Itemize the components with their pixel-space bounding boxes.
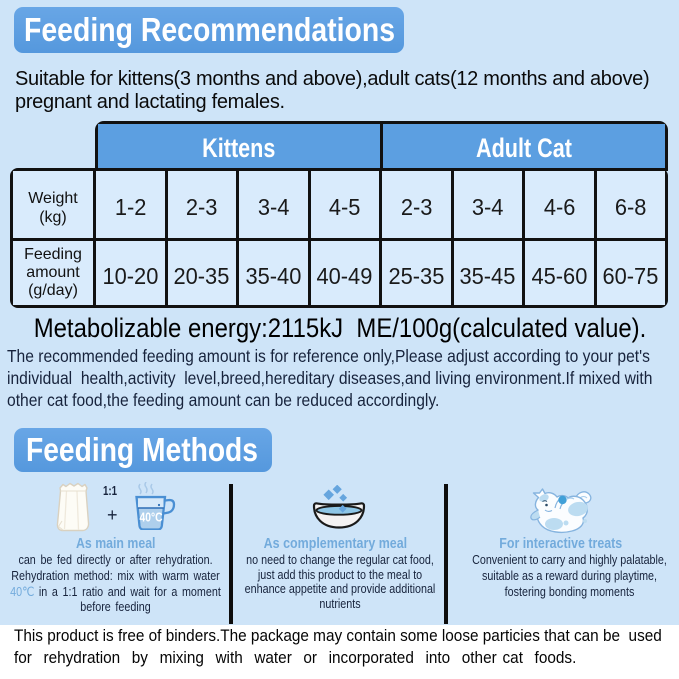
svg-text:40°C: 40°C <box>140 510 163 525</box>
